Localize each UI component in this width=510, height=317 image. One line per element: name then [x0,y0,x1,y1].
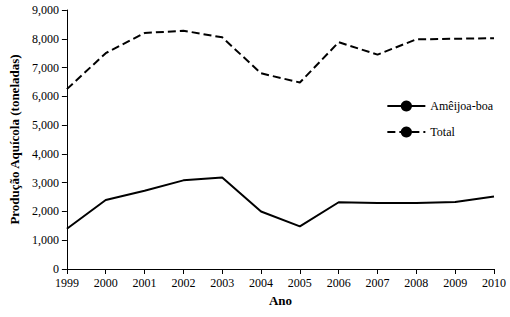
svg-text:2003: 2003 [210,276,234,290]
svg-text:2,000: 2,000 [32,204,59,218]
svg-text:3,000: 3,000 [32,176,59,190]
svg-text:Amêijoa-boa: Amêijoa-boa [430,99,493,113]
svg-text:Ano: Ano [269,293,292,308]
svg-text:0: 0 [53,262,59,276]
svg-text:2005: 2005 [288,276,312,290]
svg-text:2008: 2008 [404,276,428,290]
svg-text:1,000: 1,000 [32,233,59,247]
svg-text:2004: 2004 [249,276,273,290]
svg-text:Total: Total [430,125,455,139]
svg-text:Produção Aquícola (toneladas): Produção Aquícola (toneladas) [7,54,22,224]
svg-text:2010: 2010 [482,276,506,290]
svg-text:2009: 2009 [443,276,467,290]
svg-text:6,000: 6,000 [32,89,59,103]
svg-text:5,000: 5,000 [32,118,59,132]
svg-text:1999: 1999 [55,276,79,290]
svg-text:2002: 2002 [171,276,195,290]
svg-text:2006: 2006 [327,276,351,290]
svg-text:8,000: 8,000 [32,32,59,46]
svg-text:2007: 2007 [366,276,390,290]
svg-text:4,000: 4,000 [32,147,59,161]
svg-text:2000: 2000 [94,276,118,290]
svg-text:9,000: 9,000 [32,3,59,17]
svg-text:2001: 2001 [133,276,157,290]
svg-text:7,000: 7,000 [32,61,59,75]
